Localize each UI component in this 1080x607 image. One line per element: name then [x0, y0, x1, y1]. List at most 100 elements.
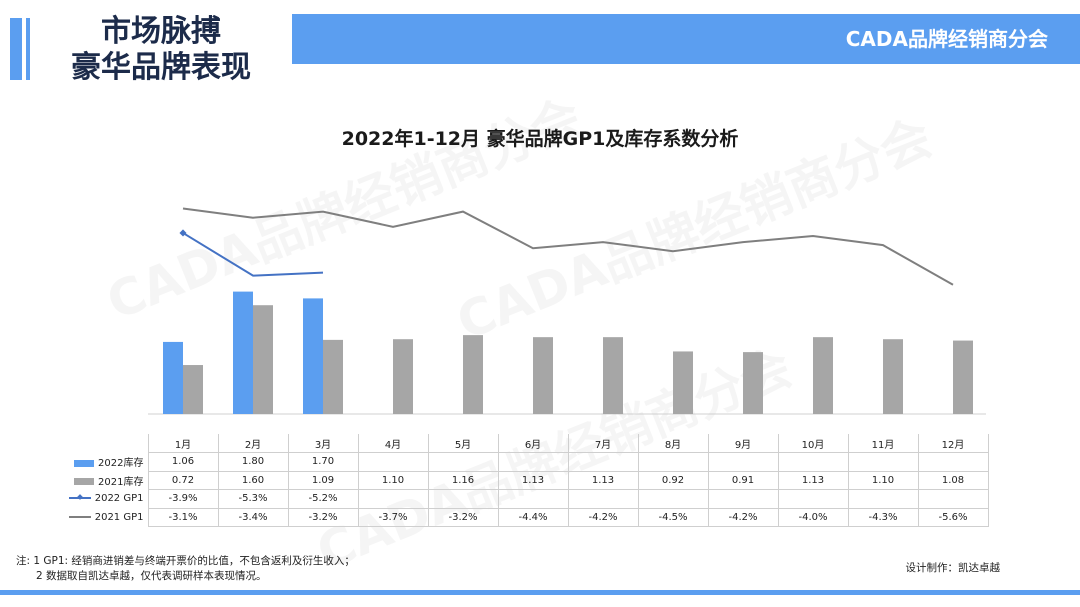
table-cell: -5.3% — [217, 489, 289, 509]
table-month-header: 11月 — [847, 434, 919, 453]
table-cell — [567, 489, 639, 509]
line-2022-gp1-marker — [179, 229, 187, 237]
footer-bar — [0, 590, 1080, 595]
bar-2021-inventory — [743, 352, 763, 414]
table-cell: 0.72 — [147, 470, 219, 490]
bar-2021-inventory — [813, 337, 833, 414]
table-cell — [497, 489, 569, 509]
table-cell: -3.4% — [217, 507, 289, 527]
series-label: 2022库存 — [64, 453, 148, 472]
table-cell — [917, 489, 989, 509]
table-cell: -4.3% — [847, 507, 919, 527]
table-month-header: 4月 — [357, 434, 429, 453]
table-cell: -4.2% — [567, 507, 639, 527]
table-cell: -5.2% — [287, 489, 359, 509]
line-2021-gp1 — [182, 207, 954, 286]
table-cell: -3.9% — [147, 489, 219, 509]
table-cell: 1.06 — [147, 452, 219, 472]
legend-key-icon — [74, 478, 95, 486]
table-cell: -4.4% — [497, 507, 569, 527]
table-cell — [357, 489, 429, 509]
bar-2021-inventory — [253, 305, 273, 414]
table-month-header: 5月 — [427, 434, 499, 453]
bar-2021-inventory — [953, 340, 973, 414]
table-row: 2021 GP1 -3.1% -3.4% -3.2% -3.7% -3.2% -4.4% -4… — [64, 507, 989, 527]
table-cell — [707, 452, 779, 472]
table-cell: 1.70 — [287, 452, 359, 472]
data-table: 1月 2月 3月 4月 5月 6月 7月 8月 9月 10月 11月 12月 2022库存 1.06 1.8… — [64, 434, 989, 527]
bar-2021-inventory — [883, 339, 903, 414]
table-cell — [637, 489, 709, 509]
series-name: 2022 GP1 — [94, 493, 144, 505]
table-month-header: 6月 — [497, 434, 569, 453]
bar-2021-inventory — [393, 339, 413, 414]
bar-2021-inventory — [463, 335, 483, 414]
table-cell: -3.2% — [287, 507, 359, 527]
chart-title: 2022年1-12月 豪华品牌GP1及库存系数分析 — [341, 128, 739, 150]
series-label: 2022 GP1 — [64, 490, 148, 509]
table-cell: 1.16 — [427, 470, 499, 490]
table-cell: -4.5% — [637, 507, 709, 527]
table-cell — [637, 452, 709, 472]
series-label: 2021 GP1 — [64, 508, 148, 527]
series-label: 2021库存 — [64, 471, 148, 490]
table-corner — [64, 434, 148, 453]
table-cell: -3.1% — [147, 507, 219, 527]
series-name: 2021 GP1 — [94, 511, 144, 523]
table-cell: -4.2% — [707, 507, 779, 527]
table-cell — [427, 489, 499, 509]
page-title: 市场脉搏 豪华品牌表现 — [36, 14, 286, 86]
table-row: 2022 GP1 -3.9% -5.3% -5.2% — [64, 489, 989, 509]
table-cell: 1.10 — [357, 470, 429, 490]
table-cell — [917, 452, 989, 472]
table-cell — [357, 452, 429, 472]
table-month-header: 7月 — [567, 434, 639, 453]
bar-2021-inventory — [673, 351, 693, 414]
bar-2021-inventory — [533, 337, 553, 414]
table-cell: -3.2% — [427, 507, 499, 527]
legend-key-icon — [74, 459, 95, 467]
legend-key-icon — [68, 515, 91, 518]
table-month-header: 8月 — [637, 434, 709, 453]
table-cell: -3.7% — [357, 507, 429, 527]
series-name: 2021库存 — [98, 476, 144, 488]
table-cell — [707, 489, 779, 509]
table-month-header: 10月 — [777, 434, 849, 453]
table-cell: 0.92 — [637, 470, 709, 490]
table-cell — [427, 452, 499, 472]
table-cell: 1.80 — [217, 452, 289, 472]
bar-2022-inventory — [303, 298, 323, 414]
table-cell — [777, 452, 849, 472]
bar-2021-inventory — [603, 337, 623, 414]
table-cell: 1.09 — [287, 470, 359, 490]
table-cell — [847, 489, 919, 509]
table-header-row: 1月 2月 3月 4月 5月 6月 7月 8月 9月 10月 11月 12月 — [64, 434, 989, 453]
table-month-header: 9月 — [707, 434, 779, 453]
table-month-header: 2月 — [217, 434, 289, 453]
table-cell: 1.08 — [917, 470, 989, 490]
table-row: 2021库存 0.72 1.60 1.09 1.10 1.16 1.13 1.13 0.92 0.… — [64, 470, 989, 490]
table-cell: 0.91 — [707, 470, 779, 490]
table-month-header: 3月 — [287, 434, 359, 453]
chart-plot — [148, 207, 986, 415]
header-accent-bar — [10, 18, 22, 80]
page-title-line2: 豪华品牌表现 — [71, 50, 251, 85]
series-name: 2022库存 — [98, 458, 144, 470]
bar-2022-inventory — [163, 341, 183, 414]
table-cell: 1.60 — [217, 470, 289, 490]
brand-label: CADA品牌经销商分会 — [845, 27, 1048, 51]
table-cell: -4.0% — [777, 507, 849, 527]
table-cell: 1.13 — [567, 470, 639, 490]
bar-2022-inventory — [233, 291, 253, 414]
table-cell: -5.6% — [917, 507, 989, 527]
header-accent-stripe — [26, 18, 30, 80]
footnote-1: 注: 1 GP1: 经销商进销差与终端开票价的比值，不包含返利及衍生收入； — [16, 555, 355, 567]
credit-label: 设计制作：凯达卓越 — [905, 562, 1001, 574]
page-title-line1: 市场脉搏 — [101, 14, 221, 49]
table-cell — [497, 452, 569, 472]
bar-2021-inventory — [323, 339, 343, 414]
legend-key-icon — [68, 497, 91, 500]
header-band — [292, 14, 1080, 64]
table-month-header: 1月 — [147, 434, 219, 453]
footnote-2: 2 数据取自凯达卓越，仅代表调研样本表现情况。 — [36, 570, 267, 582]
